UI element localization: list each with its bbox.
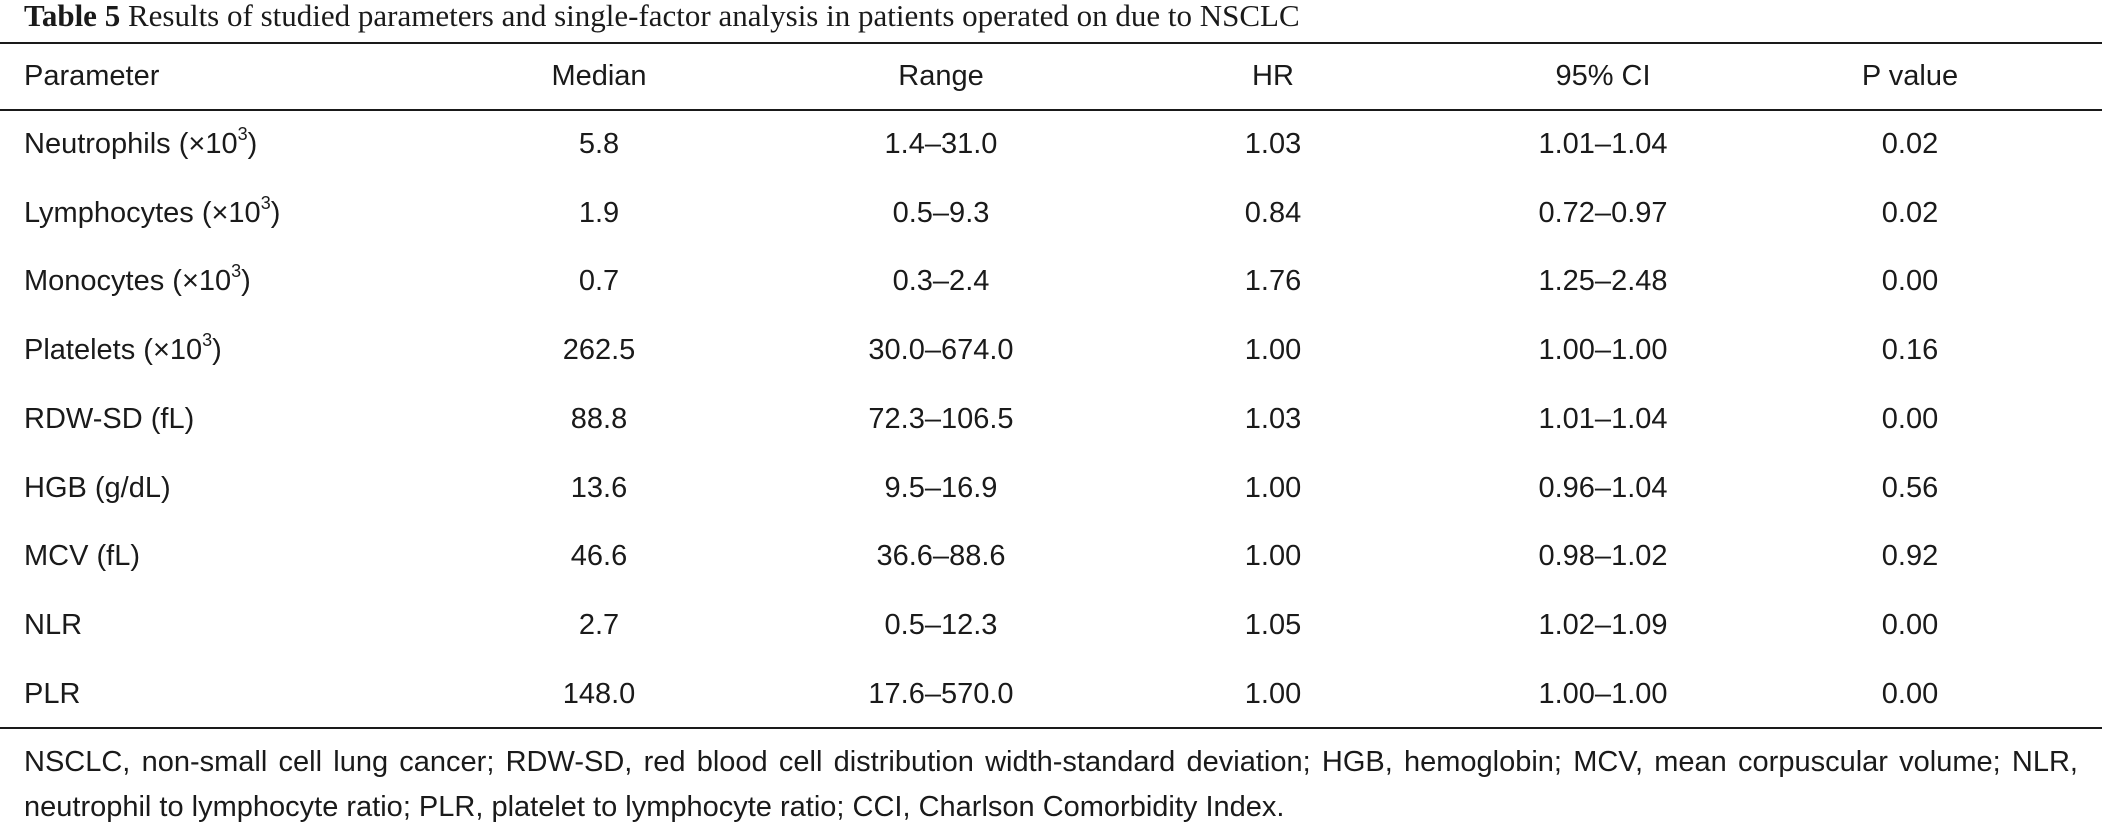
cell-ci: 1.02–1.09	[1538, 608, 1668, 641]
cell-parameter: RDW-SD (fL)	[24, 402, 194, 436]
cell-parameter: Platelets (×103)	[24, 330, 222, 367]
cell-range: 0.5–9.3	[892, 196, 990, 229]
cell-range: 17.6–570.0	[868, 677, 1014, 710]
cell-median: 0.7	[578, 265, 620, 298]
header-median: Median	[551, 60, 647, 92]
cell-parameter: Monocytes (×103)	[24, 261, 251, 298]
cell-p-value: 0.92	[1881, 540, 1939, 573]
cell-range: 72.3–106.5	[868, 402, 1014, 435]
cell-range: 0.5–12.3	[884, 608, 998, 641]
table-row: Neutrophils (×103) 5.8 1.4–31.0 1.03 1.01–1.…	[0, 124, 2102, 196]
cell-hr: 1.76	[1244, 265, 1302, 298]
parameter-exponent: 3	[237, 124, 248, 144]
parameter-text: Neutrophils (×10	[24, 128, 238, 160]
cell-hr: 0.84	[1244, 196, 1302, 229]
cell-parameter: Lymphocytes (×103)	[24, 192, 281, 230]
parameter-text: Lymphocytes (×10	[24, 196, 261, 229]
table-row: PLR 148.0 17.6–570.0 1.00 1.00–1.00 0.00	[0, 677, 2102, 746]
cell-hr: 1.00	[1244, 471, 1302, 504]
cell-p-value: 0.56	[1881, 471, 1939, 504]
cell-p-value: 0.00	[1881, 677, 1939, 710]
cell-ci: 0.98–1.02	[1538, 540, 1668, 573]
top-rule	[0, 42, 2102, 44]
cell-median: 2.7	[578, 608, 620, 641]
table-row: Monocytes (×103) 0.7 0.3–2.4 1.76 1.25–2.48 0…	[0, 261, 2102, 333]
cell-median: 88.8	[570, 402, 628, 435]
parameter-text: RDW-SD (fL)	[24, 402, 195, 435]
parameter-text: HGB (g/dL)	[24, 471, 171, 504]
cell-median: 262.5	[562, 334, 636, 367]
cell-range: 0.3–2.4	[892, 265, 990, 298]
cell-parameter: NLR	[24, 608, 82, 642]
cell-parameter: MCV (fL)	[24, 539, 140, 573]
cell-range: 36.6–88.6	[876, 540, 1006, 573]
table-label: Table 5	[24, 0, 121, 33]
cell-p-value: 0.02	[1881, 196, 1939, 229]
table-row: NLR 2.7 0.5–12.3 1.05 1.02–1.09 0.00	[0, 608, 2102, 677]
parameter-suffix: )	[270, 196, 281, 229]
parameter-text: PLR	[24, 677, 81, 710]
cell-hr: 1.05	[1244, 608, 1302, 641]
header-p-value: P value	[1861, 60, 1959, 92]
header-parameter: Parameter	[24, 60, 160, 92]
cell-hr: 1.03	[1244, 402, 1302, 435]
cell-median: 5.8	[578, 128, 620, 160]
cell-hr: 1.00	[1244, 540, 1302, 573]
cell-p-value: 0.00	[1881, 608, 1939, 641]
parameter-exponent: 3	[260, 192, 271, 213]
cell-ci: 0.72–0.97	[1538, 196, 1668, 229]
parameter-text: NLR	[24, 608, 83, 641]
parameter-suffix: )	[241, 265, 251, 298]
cell-ci: 1.01–1.04	[1538, 128, 1668, 160]
table-row: RDW-SD (fL) 88.8 72.3–106.5 1.03 1.01–1.04 0.…	[0, 402, 2102, 471]
table-title: Results of studied parameters and single…	[120, 0, 1300, 33]
header-ci: 95% CI	[1555, 60, 1651, 92]
cell-hr: 1.03	[1244, 128, 1302, 160]
parameter-exponent: 3	[231, 261, 242, 282]
table-caption: Table 5 Results of studied parameters an…	[24, 0, 1300, 32]
cell-parameter: PLR	[24, 677, 80, 711]
table-row: Lymphocytes (×103) 1.9 0.5–9.3 0.84 0.72–0.9…	[0, 192, 2102, 265]
cell-ci: 1.00–1.00	[1538, 334, 1668, 367]
cell-ci: 0.96–1.04	[1538, 471, 1668, 504]
cell-p-value: 0.16	[1881, 334, 1939, 367]
table-row: MCV (fL) 46.6 36.6–88.6 1.00 0.98–1.02 0.92	[0, 539, 2102, 608]
cell-parameter: Neutrophils (×103)	[24, 124, 258, 161]
cell-ci: 1.25–2.48	[1538, 265, 1668, 298]
cell-ci: 1.00–1.00	[1538, 677, 1668, 710]
cell-parameter: HGB (g/dL)	[24, 471, 171, 505]
cell-range: 9.5–16.9	[884, 471, 998, 504]
table-footnote: NSCLC, non-small cell lung cancer; RDW-S…	[24, 746, 2078, 823]
cell-hr: 1.00	[1244, 334, 1302, 367]
cell-median: 13.6	[570, 471, 628, 504]
bottom-rule	[0, 727, 2102, 729]
cell-median: 148.0	[562, 677, 636, 710]
parameter-text: Monocytes (×10	[24, 265, 232, 298]
table-row: Platelets (×103) 262.5 30.0–674.0 1.00 1.00–…	[0, 330, 2102, 402]
header-rule	[0, 109, 2102, 111]
cell-p-value: 0.00	[1881, 265, 1939, 298]
parameter-text: Platelets (×10	[24, 334, 203, 367]
cell-ci: 1.01–1.04	[1538, 402, 1668, 435]
cell-range: 1.4–31.0	[884, 128, 998, 160]
cell-p-value: 0.00	[1881, 402, 1939, 435]
cell-hr: 1.00	[1244, 677, 1302, 710]
cell-median: 46.6	[570, 540, 628, 573]
parameter-exponent: 3	[202, 330, 213, 351]
cell-median: 1.9	[578, 196, 620, 229]
cell-range: 30.0–674.0	[868, 334, 1014, 367]
parameter-text: MCV (fL)	[24, 540, 140, 573]
table-row: HGB (g/dL) 13.6 9.5–16.9 1.00 0.96–1.04 0.56	[0, 471, 2102, 540]
parameter-suffix: )	[212, 334, 222, 367]
parameter-suffix: )	[247, 128, 258, 160]
header-hr: HR	[1252, 60, 1294, 92]
header-range: Range	[898, 60, 984, 92]
cell-p-value: 0.02	[1881, 128, 1939, 160]
